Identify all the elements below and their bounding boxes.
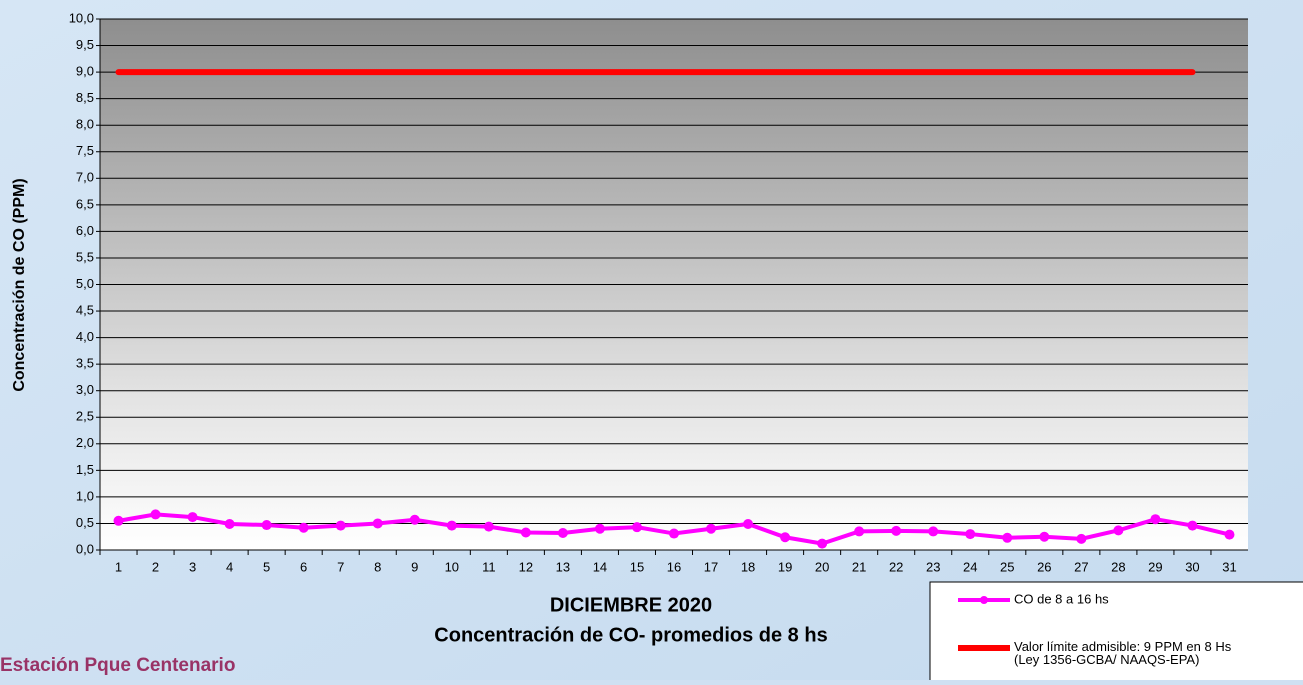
x-tick-label: 27 — [1074, 559, 1088, 574]
data-point — [1039, 531, 1050, 542]
x-tick-label: 10 — [445, 559, 459, 574]
y-tick-label: 7,5 — [76, 143, 94, 158]
station-label: Estación Pque Centenario — [0, 655, 235, 676]
x-tick-label: 9 — [411, 559, 418, 574]
x-tick-label: 5 — [263, 559, 270, 574]
x-tick-label: 23 — [926, 559, 940, 574]
y-tick-label: 9,0 — [76, 64, 94, 79]
y-tick-label: 0,5 — [76, 515, 94, 530]
x-tick-label: 8 — [374, 559, 381, 574]
x-tick-label: 20 — [815, 559, 829, 574]
y-tick-label: 4,0 — [76, 329, 94, 344]
y-tick-label: 2,0 — [76, 435, 94, 450]
data-point — [817, 538, 828, 549]
data-point — [631, 522, 642, 533]
x-tick-label: 6 — [300, 559, 307, 574]
legend-marker — [980, 596, 988, 604]
x-tick-label: 29 — [1148, 559, 1162, 574]
data-point — [113, 515, 124, 526]
x-tick-label: 2 — [152, 559, 159, 574]
y-tick-label: 5,5 — [76, 249, 94, 264]
data-point — [1150, 514, 1161, 525]
y-tick-label: 10,0 — [69, 10, 94, 25]
y-tick-label: 7,0 — [76, 170, 94, 185]
data-point — [224, 518, 235, 529]
x-tick-label: 21 — [852, 559, 866, 574]
legend-label-line: (Ley 1356-GCBA/ NAAQS-EPA) — [1014, 652, 1199, 667]
y-axis-title: Concentración de CO (PPM) — [11, 178, 28, 391]
data-point — [483, 521, 494, 532]
data-point — [372, 518, 383, 529]
x-tick-label: 16 — [667, 559, 681, 574]
x-tick-label: 14 — [593, 559, 607, 574]
y-tick-label: 9,5 — [76, 37, 94, 52]
data-point — [780, 532, 791, 543]
x-tick-label: 22 — [889, 559, 903, 574]
x-tick-label: 11 — [482, 559, 496, 574]
data-point — [446, 520, 457, 531]
data-point — [1113, 525, 1124, 536]
data-point — [187, 512, 198, 523]
x-tick-label: 18 — [741, 559, 755, 574]
data-point — [1002, 532, 1013, 543]
x-tick-label: 12 — [519, 559, 533, 574]
x-tick-label: 26 — [1037, 559, 1051, 574]
legend-label: CO de 8 a 16 hs — [1014, 591, 1109, 606]
x-tick-label: 1 — [115, 559, 122, 574]
x-tick-label: 30 — [1185, 559, 1199, 574]
legend-label: Valor límite admisible: 9 PPM en 8 Hs (Le… — [1014, 639, 1232, 667]
data-point — [743, 518, 754, 529]
data-point — [669, 528, 679, 539]
data-point — [520, 527, 531, 538]
data-point — [706, 523, 717, 534]
y-tick-label: 6,5 — [76, 196, 94, 211]
data-point — [150, 509, 161, 520]
legend-label-line: Valor límite admisible: 9 PPM en 8 Hs — [1014, 639, 1232, 654]
chart-subtitle: Concentración de CO- promedios de 8 hs — [434, 624, 827, 646]
data-point — [557, 528, 568, 539]
x-tick-label: 17 — [704, 559, 718, 574]
x-tick-label: 4 — [226, 559, 233, 574]
y-tick-label: 1,5 — [76, 462, 94, 477]
y-tick-label: 0,0 — [76, 541, 94, 556]
y-tick-label: 1,0 — [76, 488, 94, 503]
x-tick-label: 31 — [1222, 559, 1236, 574]
data-point — [261, 520, 272, 531]
x-tick-label: 28 — [1111, 559, 1125, 574]
y-tick-label: 8,0 — [76, 117, 94, 132]
y-tick-label: 3,5 — [76, 356, 94, 371]
data-point — [298, 522, 309, 533]
x-tick-label: 15 — [630, 559, 644, 574]
data-point — [928, 526, 939, 537]
data-point — [965, 529, 976, 540]
data-point — [335, 520, 346, 531]
y-tick-label: 6,0 — [76, 223, 94, 238]
data-point — [594, 523, 605, 534]
x-tick-label: 3 — [189, 559, 196, 574]
y-tick-label: 3,0 — [76, 382, 94, 397]
y-tick-label: 5,0 — [76, 276, 94, 291]
chart-title: DICIEMBRE 2020 — [550, 594, 712, 616]
x-tick-label: 13 — [556, 559, 570, 574]
x-tick-label: 7 — [337, 559, 344, 574]
data-point — [1224, 529, 1235, 540]
y-tick-label: 4,5 — [76, 302, 94, 317]
data-point — [1187, 520, 1198, 531]
x-tick-label: 19 — [778, 559, 792, 574]
x-tick-label: 25 — [1000, 559, 1014, 574]
data-point — [854, 526, 865, 537]
y-tick-label: 8,5 — [76, 90, 94, 105]
y-tick-label: 2,5 — [76, 409, 94, 424]
data-point — [409, 514, 420, 525]
x-tick-label: 24 — [963, 559, 977, 574]
data-point — [891, 525, 902, 536]
data-point — [1076, 533, 1087, 544]
